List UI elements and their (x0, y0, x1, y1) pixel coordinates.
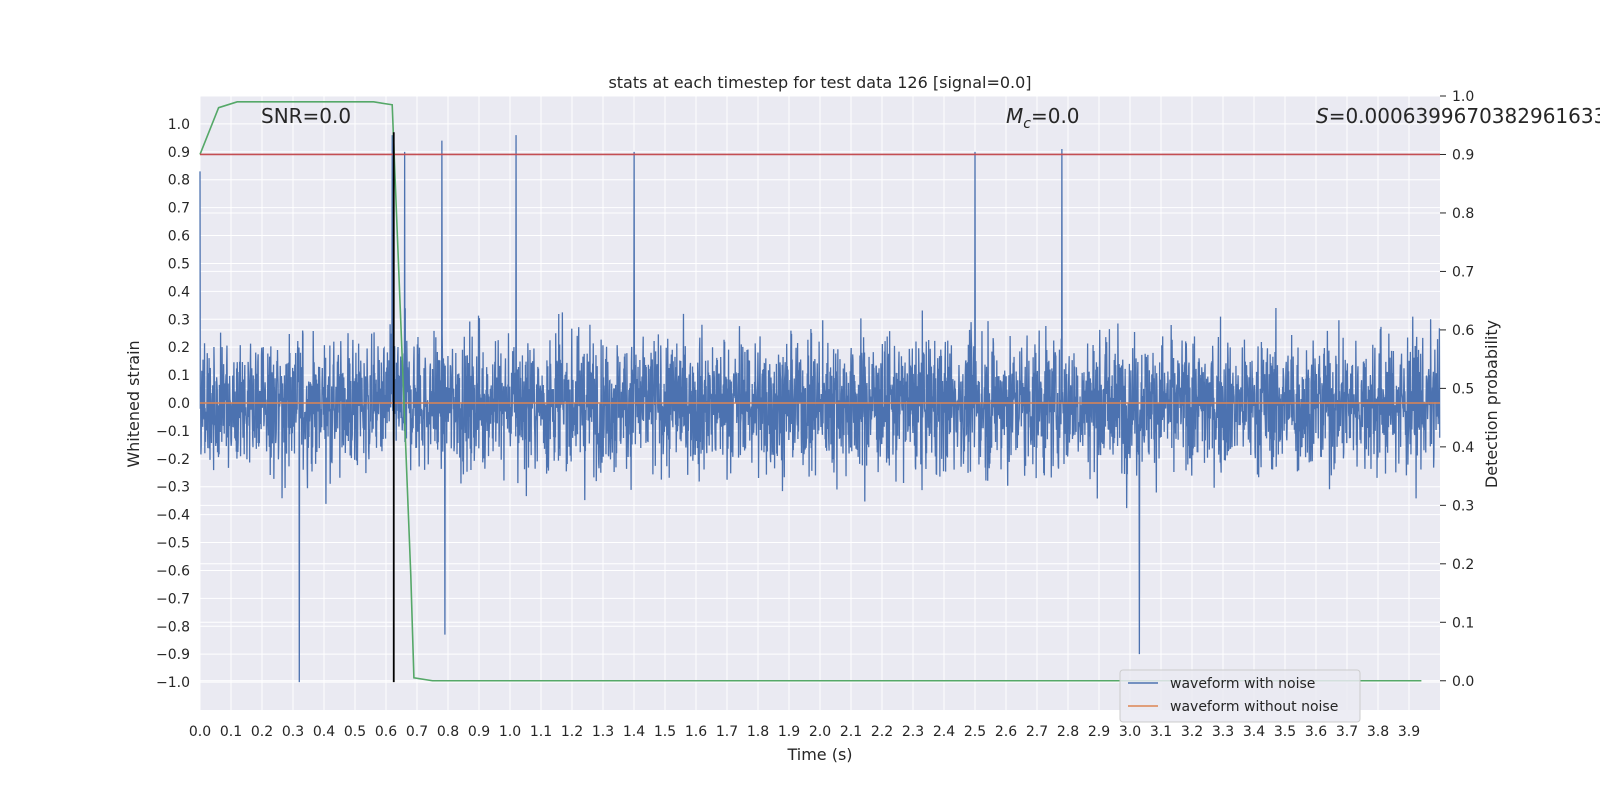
y-right-tick-label: 0.0 (1452, 674, 1474, 690)
x-tick-label: 2.1 (840, 724, 862, 740)
y-tick-label: −0.8 (156, 619, 190, 635)
s-symbol: S (1316, 104, 1329, 128)
y-tick-label: 0.0 (168, 396, 190, 412)
y-right-tick-labels: 1.0 0.9 0.8 0.7 0.6 0.5 0.4 0.3 0.2 0.1 0.0 (1440, 89, 1474, 690)
legend-label-waveform-with-noise: waveform with noise (1170, 676, 1315, 692)
y-tick-label: −1.0 (156, 675, 190, 691)
y-right-tick-label: 0.5 (1452, 381, 1474, 397)
mc-subscript: c (1023, 116, 1031, 132)
x-tick-label: 2.3 (902, 724, 924, 740)
y-tick-label: 0.2 (168, 340, 190, 356)
x-tick-label: 2.0 (809, 724, 831, 740)
x-tick-label: 0.7 (406, 724, 428, 740)
x-tick-label: 2.6 (995, 724, 1017, 740)
y-tick-label: −0.4 (156, 508, 190, 524)
y-right-axis-label: Detection probability (1482, 320, 1501, 488)
x-tick-label: 3.1 (1150, 724, 1172, 740)
chart-title: stats at each timestep for test data 126… (608, 73, 1031, 92)
s-annotation: S=0.0006399670382961633 (1316, 104, 1600, 128)
x-tick-label: 1.4 (623, 724, 645, 740)
series-waveform-with-noise (199, 135, 1441, 683)
y-tick-label: −0.6 (156, 563, 190, 579)
legend-label-waveform-without-noise: waveform without noise (1170, 699, 1338, 715)
x-tick-label: 2.2 (871, 724, 893, 740)
x-tick-label: 1.2 (561, 724, 583, 740)
y-tick-label: −0.7 (156, 591, 190, 607)
x-tick-label: 2.7 (1026, 724, 1048, 740)
x-tick-label: 3.5 (1274, 724, 1296, 740)
x-tick-label: 0.1 (220, 724, 242, 740)
y-tick-label: −0.3 (156, 480, 190, 496)
x-tick-label: 0.5 (344, 724, 366, 740)
y-tick-label: 0.9 (168, 145, 190, 161)
x-tick-label: 2.4 (933, 724, 955, 740)
y-right-tick-label: 0.1 (1452, 615, 1474, 631)
y-tick-labels: 1.0 0.9 0.8 0.7 0.6 0.5 0.4 0.3 0.2 0.1 0.0 −0.1 −0.… (156, 117, 190, 691)
x-tick-label: 0.3 (282, 724, 304, 740)
x-tick-label: 0.8 (437, 724, 459, 740)
y-right-tick-label: 0.6 (1452, 323, 1474, 339)
y-right-tick-label: 0.7 (1452, 264, 1474, 280)
x-tick-label: 1.8 (747, 724, 769, 740)
mc-annotation: Mc=0.0 (1006, 104, 1080, 132)
x-tick-label: 3.4 (1243, 724, 1265, 740)
y-tick-label: −0.5 (156, 536, 190, 552)
legend-box (1119, 669, 1361, 723)
snr-annotation: SNR=0.0 (261, 104, 351, 128)
y-tick-label: 0.6 (168, 229, 190, 245)
x-axis-label: Time (s) (786, 745, 852, 764)
x-tick-label: 1.1 (530, 724, 552, 740)
y-right-tick-label: 0.4 (1452, 440, 1474, 456)
x-tick-label: 3.3 (1212, 724, 1234, 740)
x-tick-label: 3.0 (1119, 724, 1141, 740)
y-tick-label: −0.9 (156, 647, 190, 663)
x-tick-label: 1.0 (499, 724, 521, 740)
x-tick-label: 2.5 (964, 724, 986, 740)
y-tick-label: 0.4 (168, 284, 190, 300)
x-tick-label: 1.9 (778, 724, 800, 740)
series-lines (199, 101, 1440, 683)
y-tick-label: 1.0 (168, 117, 190, 133)
x-tick-label: 0.0 (189, 724, 211, 740)
y-tick-label: −0.1 (156, 424, 190, 440)
s-value: =0.0006399670382961633 (1329, 104, 1600, 128)
x-tick-label: 0.2 (251, 724, 273, 740)
y-tick-label: 0.7 (168, 201, 190, 217)
x-tick-label: 3.8 (1367, 724, 1389, 740)
x-tick-label: 0.6 (375, 724, 397, 740)
y-right-tick-label: 0.3 (1452, 498, 1474, 514)
x-tick-label: 1.7 (716, 724, 738, 740)
y-right-tick-label: 0.8 (1452, 206, 1474, 222)
x-tick-label: 1.5 (654, 724, 676, 740)
y-right-tick-label: 1.0 (1452, 89, 1474, 105)
x-tick-label: 2.9 (1088, 724, 1110, 740)
x-tick-labels: 0.0 0.1 0.2 0.3 0.4 0.5 0.6 0.7 0.8 0.9 1.0 1.1 1.2 1… (189, 724, 1420, 740)
x-tick-label: 1.3 (592, 724, 614, 740)
y-tick-label: 0.3 (168, 312, 190, 328)
mc-value: =0.0 (1031, 104, 1080, 128)
y-axis-label: Whitened strain (124, 340, 143, 467)
y-tick-label: 0.1 (168, 368, 190, 384)
y-tick-label: 0.8 (168, 173, 190, 189)
x-tick-label: 3.9 (1398, 724, 1420, 740)
legend: waveform with noise waveform without noi… (1119, 669, 1361, 723)
waveform-with-noise-line (199, 135, 1441, 683)
x-tick-label: 3.2 (1181, 724, 1203, 740)
y-right-tick-label: 0.2 (1452, 557, 1474, 573)
mc-symbol: M (1006, 104, 1023, 128)
y-right-tick-label: 0.9 (1452, 147, 1474, 163)
x-tick-label: 3.7 (1336, 724, 1358, 740)
x-tick-label: 3.6 (1305, 724, 1327, 740)
x-tick-label: 0.4 (313, 724, 335, 740)
y-tick-label: −0.2 (156, 452, 190, 468)
x-tick-label: 1.6 (685, 724, 707, 740)
x-tick-label: 0.9 (468, 724, 490, 740)
y-tick-label: 0.5 (168, 256, 190, 272)
detection-probability-line (199, 101, 1422, 682)
x-tick-label: 2.8 (1057, 724, 1079, 740)
